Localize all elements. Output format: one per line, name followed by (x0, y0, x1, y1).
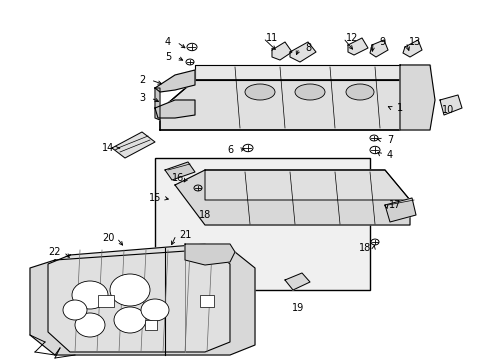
Text: 18: 18 (358, 243, 370, 253)
Polygon shape (112, 132, 155, 158)
Polygon shape (184, 244, 235, 265)
Text: 5: 5 (164, 52, 171, 62)
Polygon shape (369, 40, 387, 57)
Text: 4: 4 (164, 37, 171, 47)
Text: 20: 20 (102, 233, 114, 243)
Ellipse shape (72, 281, 108, 309)
Text: 15: 15 (148, 193, 161, 203)
Polygon shape (164, 162, 195, 180)
Polygon shape (155, 70, 195, 92)
Polygon shape (155, 88, 160, 120)
Text: 1: 1 (396, 103, 402, 113)
Polygon shape (384, 198, 415, 222)
Ellipse shape (75, 313, 105, 337)
Text: 14: 14 (102, 143, 114, 153)
Ellipse shape (114, 307, 146, 333)
Text: 10: 10 (441, 105, 453, 115)
Text: 6: 6 (226, 145, 233, 155)
Polygon shape (155, 100, 195, 118)
Polygon shape (204, 170, 409, 200)
Polygon shape (271, 42, 291, 60)
Ellipse shape (244, 84, 274, 100)
Polygon shape (402, 40, 421, 57)
Polygon shape (160, 80, 429, 130)
Text: 19: 19 (291, 303, 304, 313)
Text: 16: 16 (171, 173, 184, 183)
Polygon shape (347, 38, 367, 55)
Polygon shape (195, 65, 429, 80)
Ellipse shape (110, 274, 150, 306)
Text: 22: 22 (49, 247, 61, 257)
Polygon shape (175, 170, 409, 225)
Bar (98, 295, 114, 307)
Text: 4: 4 (386, 150, 392, 160)
Ellipse shape (346, 84, 373, 100)
Polygon shape (439, 95, 461, 115)
Polygon shape (30, 248, 254, 355)
Text: 7: 7 (386, 135, 392, 145)
Text: 18: 18 (199, 210, 211, 220)
Polygon shape (285, 273, 309, 290)
Text: 3: 3 (139, 93, 145, 103)
Polygon shape (289, 42, 315, 62)
Bar (155, 158, 369, 290)
Text: 8: 8 (305, 43, 310, 53)
Ellipse shape (294, 84, 325, 100)
Polygon shape (160, 80, 429, 130)
Text: 13: 13 (408, 37, 420, 47)
Text: 21: 21 (179, 230, 191, 240)
Text: 17: 17 (388, 200, 400, 210)
Polygon shape (48, 244, 229, 352)
Text: 2: 2 (139, 75, 145, 85)
Text: 12: 12 (345, 33, 357, 43)
Text: 11: 11 (265, 33, 278, 43)
Ellipse shape (141, 299, 169, 321)
Ellipse shape (63, 300, 87, 320)
Bar (145, 320, 157, 330)
Bar (200, 295, 214, 307)
Polygon shape (399, 65, 434, 130)
Text: 9: 9 (378, 37, 384, 47)
